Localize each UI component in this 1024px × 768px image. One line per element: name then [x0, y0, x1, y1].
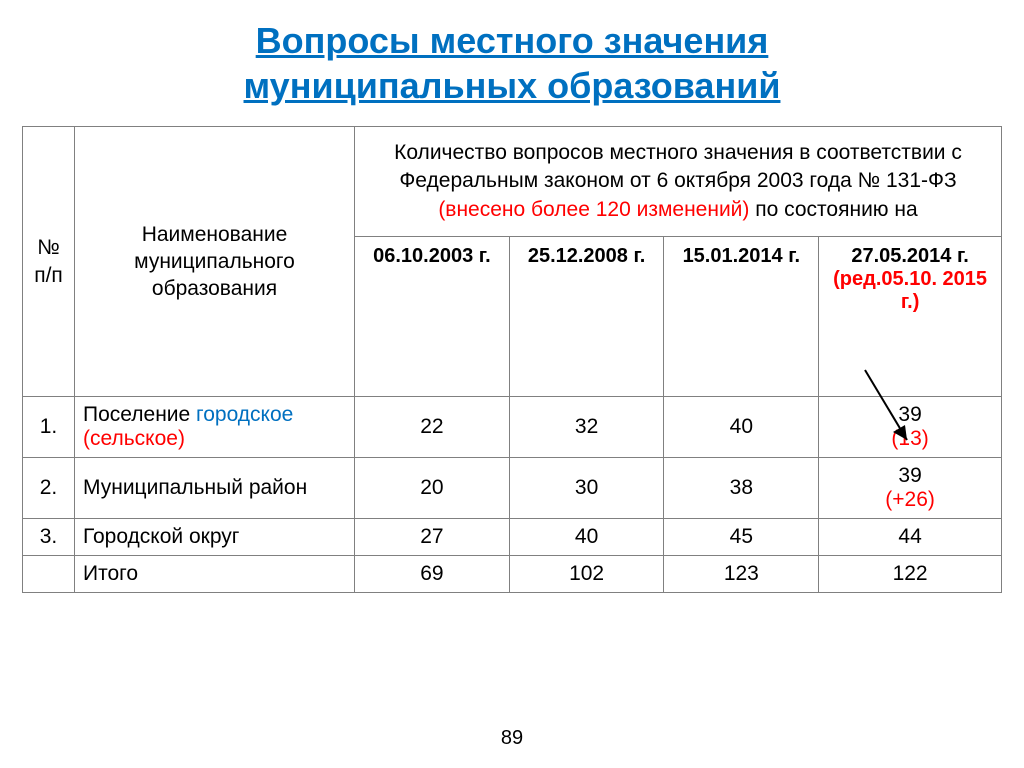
page-title: Вопросы местного значения муниципальных … [0, 0, 1024, 108]
total-v1: 69 [355, 556, 510, 593]
row-v1: 22 [355, 397, 510, 458]
header-num: № п/п [23, 127, 75, 397]
header-date-4-red: (ред.05.10. 2015 г.) [833, 268, 987, 313]
title-line-2: муниципальных образований [244, 65, 781, 106]
header-date-4-black: 27.05.2014 г. [851, 245, 969, 267]
row-v3: 40 [664, 397, 819, 458]
header-main: Количество вопросов местного значения в … [355, 127, 1002, 237]
header-date-2-label: 25.12.2008 г. [528, 245, 646, 267]
row-v1: 27 [355, 519, 510, 556]
row-v4-black: 39 [898, 464, 921, 487]
table-row: 1. Поселение городское (сельское) 22 32 … [23, 397, 1002, 458]
row-name-red: (сельское) [83, 427, 185, 450]
row-name-black: Поселение [83, 403, 196, 426]
header-date-3: 15.01.2014 г. [664, 237, 819, 397]
total-name: Итого [75, 556, 355, 593]
row-name: Поселение городское (сельское) [75, 397, 355, 458]
row-v4: 39 (13) [819, 397, 1002, 458]
total-v2: 102 [509, 556, 664, 593]
header-name-label: Наименование муниципального образования [134, 223, 295, 301]
header-date-2: 25.12.2008 г. [509, 237, 664, 397]
title-line-1: Вопросы местного значения [256, 20, 769, 61]
row-v4-red: (13) [891, 427, 928, 450]
header-main-post: по состоянию на [749, 198, 917, 221]
row-v2: 30 [509, 458, 664, 519]
row-name: Муниципальный район [75, 458, 355, 519]
row-v3: 45 [664, 519, 819, 556]
row-v4-black: 39 [898, 403, 921, 426]
data-table: № п/п Наименование муниципального образо… [22, 126, 1002, 593]
row-v3: 38 [664, 458, 819, 519]
row-num: 1. [23, 397, 75, 458]
row-v4: 39 (+26) [819, 458, 1002, 519]
header-date-4: 27.05.2014 г. (ред.05.10. 2015 г.) [819, 237, 1002, 397]
page-number: 89 [0, 727, 1024, 750]
row-v1: 20 [355, 458, 510, 519]
header-main-pre: Количество вопросов местного значения в … [394, 141, 962, 192]
header-date-3-label: 15.01.2014 г. [683, 245, 801, 267]
row-v4: 44 [819, 519, 1002, 556]
total-row: Итого 69 102 123 122 [23, 556, 1002, 593]
row-name-blue: городское [196, 403, 293, 426]
total-num [23, 556, 75, 593]
row-num: 3. [23, 519, 75, 556]
total-v4: 122 [819, 556, 1002, 593]
table-row: 2. Муниципальный район 20 30 38 39 (+26) [23, 458, 1002, 519]
header-num-label: № п/п [34, 236, 63, 286]
table-row: 3. Городской округ 27 40 45 44 [23, 519, 1002, 556]
total-v3: 123 [664, 556, 819, 593]
row-name: Городской округ [75, 519, 355, 556]
header-name: Наименование муниципального образования [75, 127, 355, 397]
row-v2: 40 [509, 519, 664, 556]
header-main-highlight: (внесено более 120 изменений) [438, 198, 749, 221]
row-v2: 32 [509, 397, 664, 458]
row-v4-red: (+26) [885, 488, 935, 511]
header-date-1-label: 06.10.2003 г. [373, 245, 491, 267]
header-date-1: 06.10.2003 г. [355, 237, 510, 397]
header-row-1: № п/п Наименование муниципального образо… [23, 127, 1002, 237]
row-num: 2. [23, 458, 75, 519]
